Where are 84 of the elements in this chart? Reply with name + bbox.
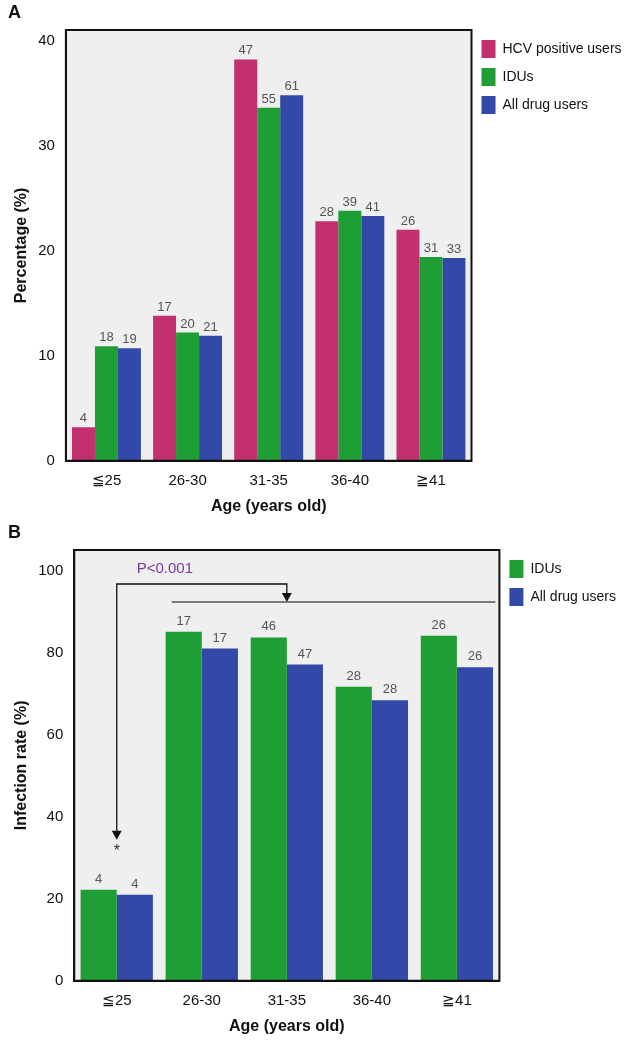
annotation: 28 [382, 681, 398, 697]
bar [335, 686, 372, 981]
annotation: 28 [319, 204, 335, 220]
bar [176, 332, 200, 461]
x-tick-label: 26-30 [168, 470, 207, 488]
annotation: 47 [297, 645, 313, 661]
y-tick-label: 0 [54, 970, 64, 988]
bar [419, 256, 443, 461]
bar [286, 664, 323, 981]
bar [153, 315, 177, 461]
bar [456, 667, 494, 981]
annotation: * [113, 842, 120, 860]
y-tick-label: 20 [46, 888, 64, 906]
x-tick-label: ≦25 [91, 470, 122, 488]
annotation: 39 [342, 193, 358, 209]
annotation: 26 [431, 616, 447, 632]
annotation: 46 [261, 618, 276, 634]
y-tick-label: 60 [46, 724, 64, 742]
x-axis-title: Age (years old) [210, 496, 327, 514]
annotation: 31 [423, 240, 439, 256]
x-tick-label: 31-35 [249, 470, 288, 488]
x-axis-title: Age (years old) [229, 1016, 345, 1034]
bar [396, 229, 420, 461]
annotation: 55 [261, 90, 276, 106]
x-tick-label: 26-30 [182, 990, 221, 1008]
annotation: 47 [238, 42, 253, 58]
y-axis-title: Infection rate (%) [12, 700, 30, 831]
x-tick-label: 36-40 [330, 470, 369, 488]
bar [257, 107, 281, 461]
bar [71, 427, 95, 461]
bar [234, 59, 258, 461]
annotation: 20 [180, 315, 195, 331]
y-tick-label: 30 [38, 135, 55, 153]
legend-label: HCV positive users [502, 39, 622, 56]
annotation: 18 [99, 329, 114, 345]
annotation: 4 [131, 875, 139, 891]
legend-label: IDUs [530, 559, 562, 576]
legend-label: All drug users [502, 95, 589, 112]
y-tick-label: 20 [38, 240, 55, 258]
annotation: 33 [446, 241, 462, 257]
legend-label: All drug users [530, 587, 616, 604]
annotation: 17 [157, 298, 172, 314]
y-axis-title: Percentage (%) [12, 187, 30, 304]
bar [250, 637, 287, 981]
annotation: 21 [203, 318, 218, 334]
y-tick-label: 100 [38, 560, 64, 578]
annotation: 17 [212, 629, 228, 645]
annotation: 61 [284, 78, 299, 94]
annotation: 19 [122, 331, 137, 347]
bar [338, 210, 362, 461]
bar [280, 95, 304, 461]
bar [116, 894, 153, 981]
y-tick-label: 10 [38, 345, 55, 363]
annotation: 4 [95, 870, 103, 886]
annotation: 4 [79, 410, 88, 426]
x-tick-label: 31-35 [267, 990, 306, 1008]
bar [199, 335, 223, 461]
y-tick-label: 0 [46, 450, 55, 468]
x-tick-label: 36-40 [352, 990, 392, 1008]
annotation: P<0.001 [136, 558, 194, 576]
x-tick-label: ≦25 [101, 990, 132, 1008]
legend-label: IDUs [502, 67, 534, 84]
bar [420, 635, 457, 981]
annotation: 26 [400, 212, 416, 228]
bar [315, 221, 339, 461]
annotation: 17 [176, 612, 191, 628]
chart-title: B [8, 521, 21, 542]
bar [117, 348, 141, 461]
bar [201, 648, 238, 981]
annotation: 26 [467, 648, 483, 664]
bar [371, 700, 408, 981]
bar [80, 889, 117, 981]
bar [442, 258, 466, 461]
y-tick-label: 80 [46, 642, 64, 660]
bar [94, 346, 118, 461]
y-tick-label: 40 [46, 806, 64, 824]
y-tick-label: 40 [38, 30, 55, 48]
bar [165, 631, 202, 981]
annotation: 28 [346, 667, 362, 683]
annotation: 41 [365, 199, 381, 215]
bar [361, 215, 385, 461]
x-tick-label: ≧41 [442, 990, 472, 1008]
x-tick-label: ≧41 [416, 470, 446, 488]
chart-title: A [8, 1, 21, 22]
